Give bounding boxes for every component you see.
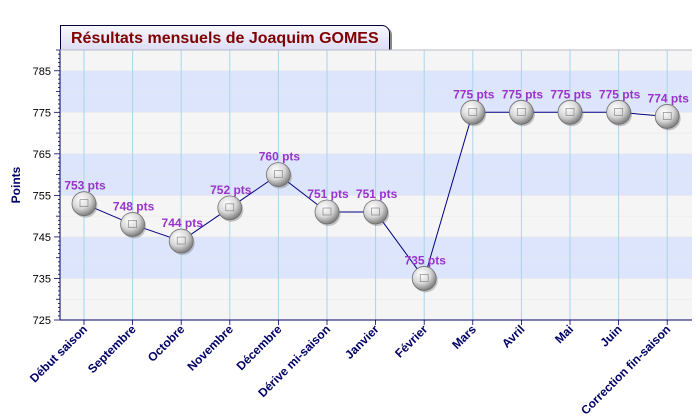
data-point-mark [517,108,526,116]
data-label: 760 pts [259,150,301,164]
data-point-mark [225,203,235,212]
data-label: 752 pts [210,183,252,197]
data-label: 744 pts [162,216,204,230]
data-point [557,99,583,125]
data-point-mark [614,108,623,116]
data-label: 775 pts [453,87,495,101]
data-point-mark [274,170,283,178]
y-tick-label: 755 [33,190,51,202]
x-tick-label: Décembre [234,322,285,373]
data-point-mark [79,199,89,207]
data-label: 735 pts [405,253,447,267]
x-tick-label: Février [392,322,430,360]
data-label: 775 pts [502,87,544,101]
data-label: 753 pts [64,179,106,193]
y-axis-title: Points [9,166,23,203]
data-point [120,212,146,237]
data-point-mark [176,236,186,245]
data-point-mark [419,274,429,282]
data-label: 748 pts [113,199,155,213]
y-tick-label: 725 [33,315,51,327]
data-point-mark [468,108,478,116]
data-point [606,99,631,125]
y-tick-label: 745 [33,232,51,244]
data-point [411,266,437,291]
x-tick-label: Mai [552,322,576,346]
x-tick-label: Octobre [145,322,188,365]
data-point-mark [662,112,672,120]
data-point [314,199,340,225]
y-tick-label: 765 [33,149,51,161]
data-point-mark [128,220,137,228]
data-point-mark [565,108,575,116]
x-tick-label: Correction fin-saison [578,322,673,417]
x-tick-label: Début saison [27,322,90,385]
x-tick-label: Juin [597,322,624,349]
data-point [217,195,243,221]
y-tick-label: 735 [33,273,51,285]
x-tick-label: Novembre [185,322,237,374]
data-point [509,99,534,125]
data-label: 775 pts [599,87,641,101]
data-point [654,104,680,129]
y-tick-label: 775 [33,107,51,119]
data-label: 751 pts [307,187,349,201]
data-point-mark [371,207,380,216]
data-label: 774 pts [648,91,690,105]
x-tick-label: Avril [499,322,527,350]
chart-title: Résultats mensuels de Joaquim GOMES [60,25,390,52]
x-tick-label: Septembre [85,322,139,376]
data-point [363,199,389,225]
x-tick-label: Janvier [342,322,382,362]
x-tick-label: Mars [449,322,479,352]
data-point [265,162,291,188]
data-point-mark [322,207,332,216]
data-point [460,99,486,125]
data-label: 751 pts [356,187,398,201]
data-point [168,228,194,254]
data-label: 775 pts [550,87,592,101]
data-point [71,191,97,217]
y-tick-label: 785 [33,66,51,78]
